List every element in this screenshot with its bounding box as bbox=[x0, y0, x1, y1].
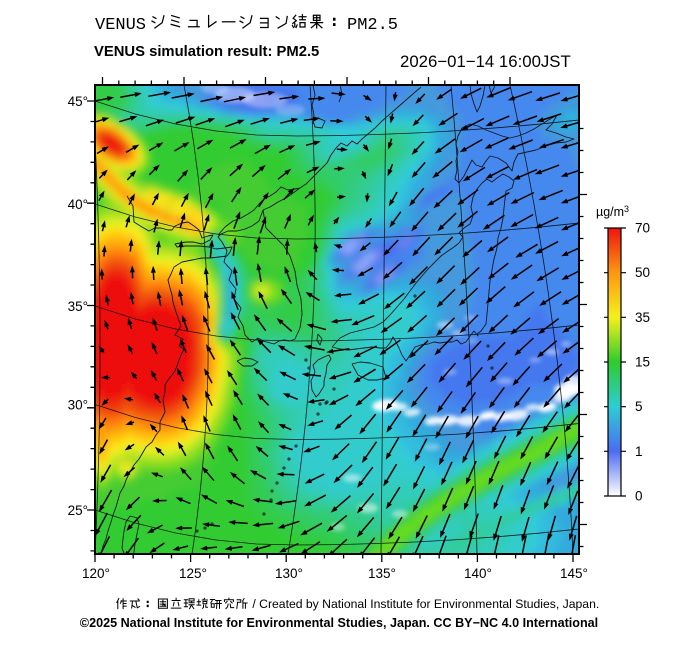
svg-text:45°: 45° bbox=[68, 94, 88, 109]
svg-text:50: 50 bbox=[635, 265, 650, 280]
svg-text:©2025 National Institute for E: ©2025 National Institute for Environment… bbox=[80, 616, 598, 630]
svg-text:15: 15 bbox=[635, 355, 650, 370]
svg-text:145°: 145° bbox=[560, 566, 588, 581]
svg-text:1: 1 bbox=[635, 444, 643, 459]
svg-text:35: 35 bbox=[635, 310, 650, 325]
svg-text:30°: 30° bbox=[68, 397, 88, 412]
svg-text:VENUS: VENUS bbox=[95, 16, 146, 35]
svg-text:120°: 120° bbox=[82, 566, 110, 581]
svg-text:140°: 140° bbox=[464, 566, 492, 581]
svg-text:25°: 25° bbox=[68, 503, 88, 518]
svg-text:70: 70 bbox=[635, 221, 650, 236]
svg-text:0: 0 bbox=[635, 489, 643, 504]
svg-text:125°: 125° bbox=[179, 566, 207, 581]
svg-text:130°: 130° bbox=[275, 566, 303, 581]
svg-text:µg/m3: µg/m3 bbox=[596, 204, 629, 219]
svg-text:/ Created by National Institut: / Created by National Institute for Envi… bbox=[249, 597, 599, 611]
svg-text:VENUS simulation result: PM2.5: VENUS simulation result: PM2.5 bbox=[94, 44, 319, 60]
svg-text:PM2.5: PM2.5 bbox=[347, 16, 398, 35]
svg-text:35°: 35° bbox=[68, 299, 88, 314]
svg-text:2026−01−14 16:00JST: 2026−01−14 16:00JST bbox=[400, 52, 571, 71]
svg-text:5: 5 bbox=[635, 399, 643, 414]
svg-text:40°: 40° bbox=[68, 197, 88, 212]
svg-text:135°: 135° bbox=[368, 566, 396, 581]
